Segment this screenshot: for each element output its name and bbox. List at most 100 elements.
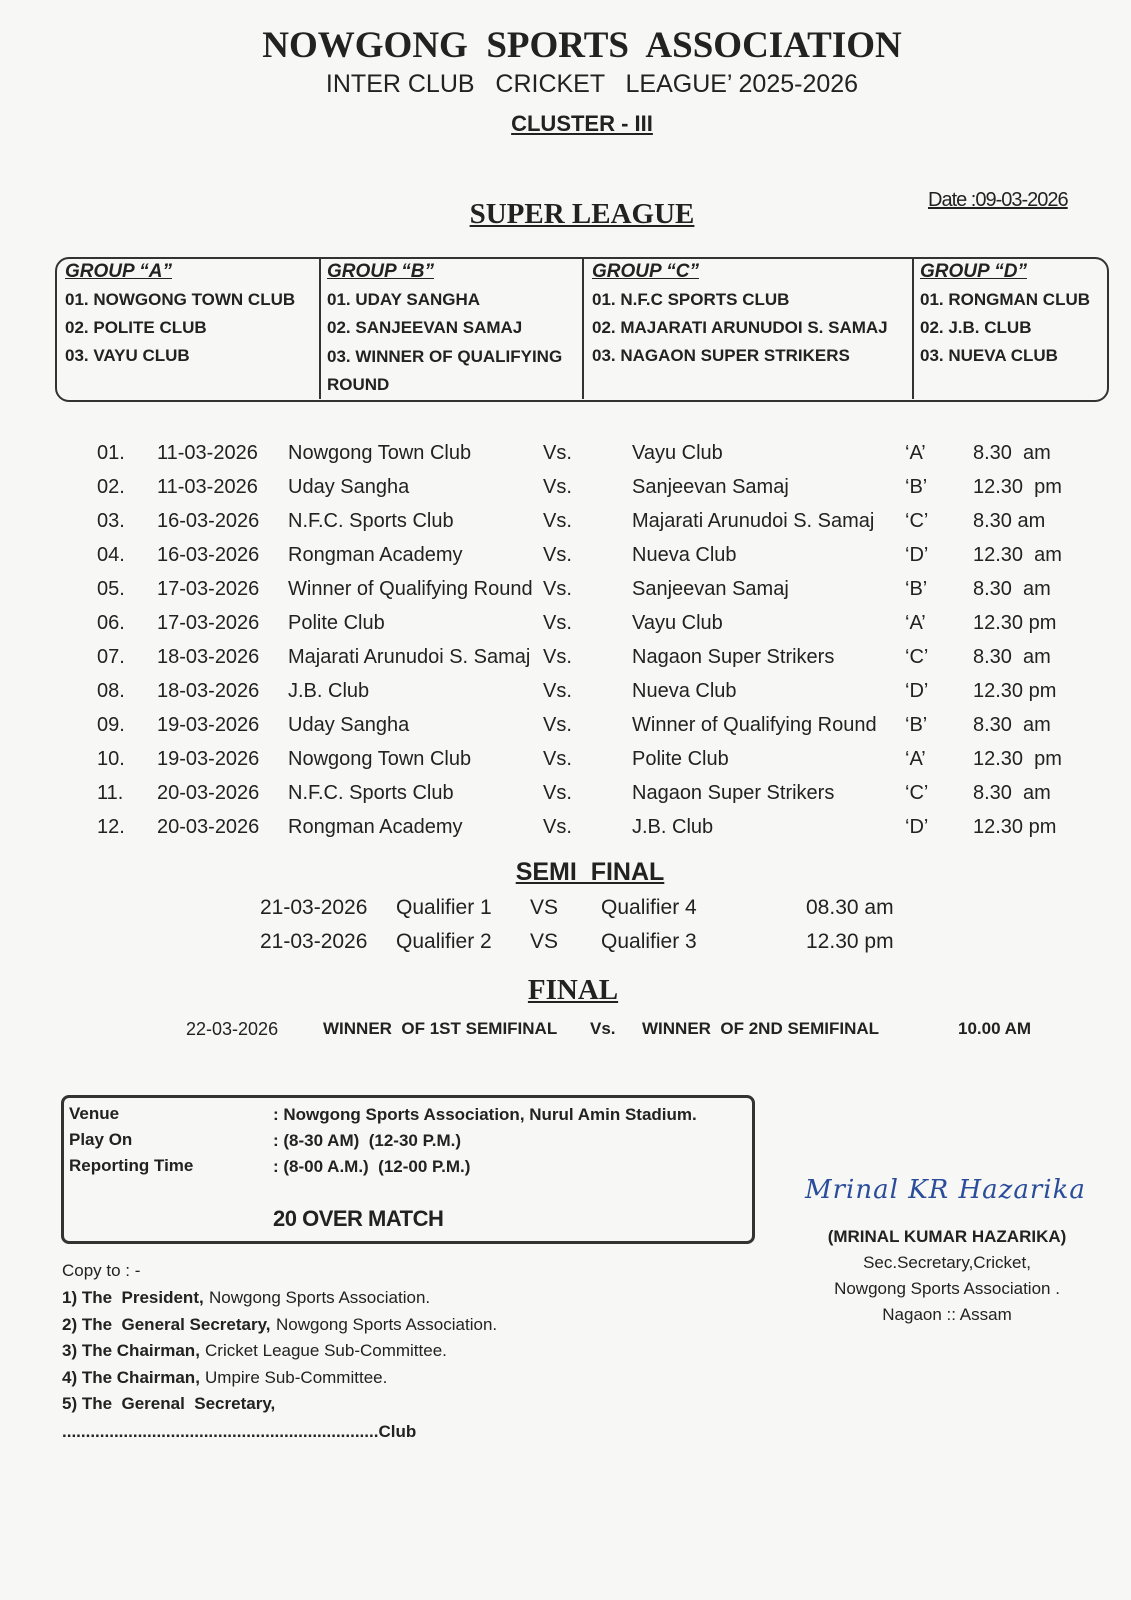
match-cell: Uday Sangha <box>288 476 410 498</box>
group-team: 02. MAJARATI ARUNUDOI S. SAMAJ <box>592 318 888 337</box>
match-cell: ‘A’ <box>905 612 926 634</box>
match-cell: Winner of Qualifying Round <box>288 578 533 600</box>
copy-org: Umpire Sub-Committee. <box>205 1367 388 1387</box>
match-cell: J.B. Club <box>288 680 370 702</box>
match-cell: 18-03-2026 <box>157 680 260 702</box>
match-cell: Winner of Qualifying Round <box>632 714 877 736</box>
match-cell: 8.30 am <box>973 578 1051 600</box>
semi-final-cell: Qualifier 1 <box>396 896 492 919</box>
group-team: 03. VAYU CLUB <box>65 346 190 365</box>
divider <box>319 258 321 399</box>
match-cell: Vs. <box>543 646 572 668</box>
match-cell: Nueva Club <box>632 544 737 566</box>
venue-value: : Nowgong Sports Association, Nurul Amin… <box>273 1105 697 1124</box>
match-cell: 12. <box>97 816 125 838</box>
match-cell: Nagaon Super Strikers <box>632 646 835 668</box>
semi-final-cell: 21-03-2026 <box>260 896 368 919</box>
match-cell: 20-03-2026 <box>157 816 260 838</box>
final-cell: Vs. <box>590 1019 616 1038</box>
venue-box <box>61 1095 755 1244</box>
match-cell: Vs. <box>543 612 572 634</box>
match-cell: 8.30 am <box>973 646 1051 668</box>
match-cell: J.B. Club <box>632 816 714 838</box>
match-cell: ‘D’ <box>905 680 929 702</box>
match-cell: 07. <box>97 646 125 668</box>
title: NOWGONG SPORTS ASSOCIATION <box>262 25 902 66</box>
match-cell: Rongman Academy <box>288 544 463 566</box>
match-cell: 01. <box>97 442 125 464</box>
match-cell: Polite Club <box>632 748 729 770</box>
match-format: 20 OVER MATCH <box>273 1206 444 1231</box>
group-team: 03. WINNER OF QUALIFYING ROUND <box>327 347 563 394</box>
match-cell: Vayu Club <box>632 442 723 464</box>
match-cell: Majarati Arunudoi S. Samaj <box>288 646 531 668</box>
group-team: 01. RONGMAN CLUB <box>920 290 1091 309</box>
final-cell: 10.00 AM <box>958 1019 1032 1038</box>
group-name: GROUP “A” <box>65 261 172 282</box>
match-cell: 8.30 am <box>973 782 1051 804</box>
copy-role: 3) The Chairman, <box>62 1341 200 1360</box>
divider <box>582 258 584 399</box>
venue-value: : (8-30 AM) (12-30 P.M.) <box>273 1131 461 1150</box>
match-cell: 09. <box>97 714 125 736</box>
match-cell: 08. <box>97 680 125 702</box>
cluster: CLUSTER - III <box>511 111 653 136</box>
match-cell: ‘C’ <box>905 646 929 668</box>
divider <box>912 258 914 399</box>
match-cell: 18-03-2026 <box>157 646 260 668</box>
match-cell: 11-03-2026 <box>157 476 258 498</box>
semi-final-cell: Qualifier 3 <box>601 930 697 953</box>
copy-role: 5) The Gerenal Secretary, <box>62 1394 276 1413</box>
match-cell: ‘C’ <box>905 782 929 804</box>
match-cell: 05. <box>97 578 125 600</box>
match-cell: 17-03-2026 <box>157 612 260 634</box>
match-cell: 8.30 am <box>973 442 1051 464</box>
match-cell: 11-03-2026 <box>157 442 258 464</box>
venue-label: Play On <box>69 1130 133 1149</box>
final-cell: WINNER OF 1ST SEMIFINAL <box>323 1019 558 1038</box>
venue-value: : (8-00 A.M.) (12-00 P.M.) <box>273 1157 471 1176</box>
subtitle: INTER CLUB CRICKET LEAGUE’ 2025-2026 <box>325 70 859 98</box>
signature: Mrinal KR Hazarika <box>805 1175 1086 1205</box>
semi-final-cell: 21-03-2026 <box>260 930 368 953</box>
venue-label: Venue <box>69 1104 120 1123</box>
group-name: GROUP “B” <box>327 261 434 282</box>
match-cell: Vs. <box>543 748 572 770</box>
match-cell: 12.30 am <box>973 544 1062 566</box>
group-team: 01. UDAY SANGHA <box>327 290 481 309</box>
match-cell: ‘C’ <box>905 510 929 532</box>
match-cell: ‘D’ <box>905 544 929 566</box>
match-cell: Polite Club <box>288 612 385 634</box>
match-cell: Vs. <box>543 816 572 838</box>
copy-org: Nowgong Sports Association. <box>209 1288 431 1307</box>
match-cell: Vs. <box>543 544 572 566</box>
match-cell: ‘B’ <box>905 578 928 600</box>
semi-final-cell: VS <box>530 896 559 919</box>
final-cell: 22-03-2026 <box>186 1019 279 1039</box>
match-cell: Sanjeevan Samaj <box>632 578 789 600</box>
match-cell: 04. <box>97 544 125 566</box>
final-title: FINAL <box>527 974 619 1006</box>
group-team: 02. POLITE CLUB <box>65 318 207 337</box>
match-cell: Uday Sangha <box>288 714 410 736</box>
match-cell: N.F.C. Sports Club <box>288 510 454 532</box>
final-cell: WINNER OF 2ND SEMIFINAL <box>642 1019 880 1038</box>
signatory-name: (MRINAL KUMAR HAZARIKA) <box>827 1227 1067 1246</box>
match-cell: 20-03-2026 <box>157 782 260 804</box>
match-cell: 12.30 pm <box>973 612 1057 634</box>
group-name: GROUP “D” <box>920 261 1027 282</box>
match-cell: Vs. <box>543 680 572 702</box>
match-cell: Vs. <box>543 782 572 804</box>
match-cell: Vayu Club <box>632 612 723 634</box>
match-cell: Vs. <box>543 510 572 532</box>
copy-role: 2) The General Secretary, <box>62 1314 271 1334</box>
copy-role: 1) The President, <box>62 1288 204 1307</box>
match-cell: Nueva Club <box>632 680 737 702</box>
venue-label: Reporting Time <box>69 1156 194 1175</box>
section-title: SUPER LEAGUE <box>469 198 695 230</box>
match-cell: Vs. <box>543 578 572 600</box>
signatory-line: Nowgong Sports Association . <box>834 1279 1060 1298</box>
match-cell: Vs. <box>543 442 572 464</box>
